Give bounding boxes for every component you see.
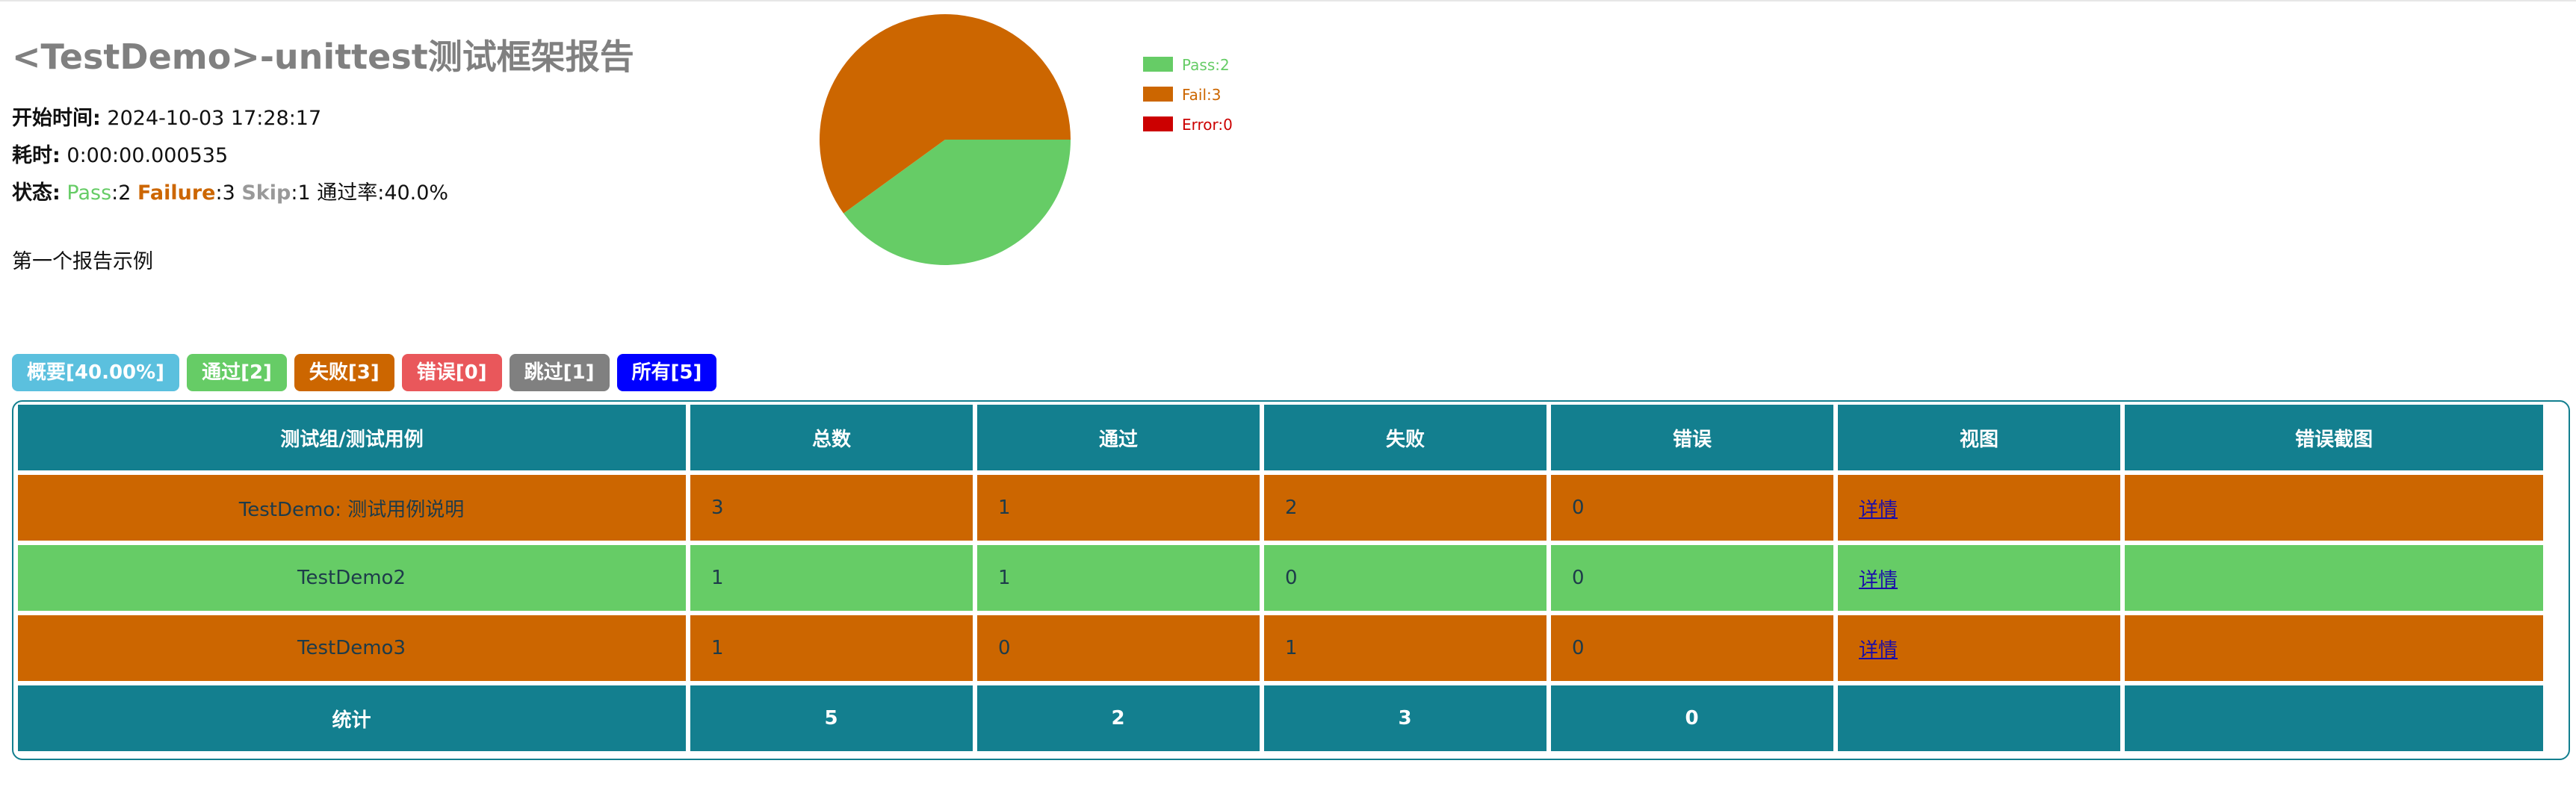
filter-skip-button[interactable]: 跳过[1] (509, 354, 610, 391)
cell-error: 0 (1551, 615, 1833, 681)
cell-fail: 1 (1264, 615, 1546, 681)
status-fail-label: Failure (137, 181, 216, 205)
total-cell-group: 统计 (18, 685, 686, 751)
detail-link[interactable]: 详情 (1859, 568, 1898, 591)
pie-slice-pass (843, 140, 1071, 266)
cell-fail: 2 (1264, 475, 1546, 541)
table-total-row: 统计 5 2 3 0 (18, 685, 2543, 751)
cell-error: 0 (1551, 545, 1833, 611)
cell-group: TestDemo3 (18, 615, 686, 681)
result-table-container: 测试组/测试用例 总数 通过 失败 错误 视图 错误截图 TestDemo: 测试用例说明 3… (12, 400, 2570, 760)
duration-label: 耗时: (12, 144, 61, 167)
cell-group: TestDemo: 测试用例说明 (18, 475, 686, 541)
cell-total: 3 (690, 475, 973, 541)
header-view: 视图 (1838, 405, 2120, 470)
total-cell-screenshot (2125, 685, 2543, 751)
cell-pass: 1 (977, 545, 1260, 611)
total-cell-fail: 3 (1264, 685, 1546, 751)
result-pie-chart (820, 14, 1071, 266)
filter-all-button[interactable]: 所有[5] (616, 354, 717, 391)
header-fail: 失败 (1264, 405, 1546, 470)
cell-view: 详情 (1838, 615, 2120, 681)
status-pass-label: Pass (66, 181, 112, 205)
cell-view: 详情 (1838, 475, 2120, 541)
table-row: TestDemo: 测试用例说明 3 1 2 0 详情 (18, 475, 2543, 541)
total-cell-total: 5 (690, 685, 973, 751)
report-title: <TestDemo>-unittest测试框架报告 (12, 37, 634, 77)
start-time-label: 开始时间: (12, 107, 101, 130)
pass-rate: 通过率:40.0% (317, 181, 449, 205)
pie-slice-fail (820, 14, 1071, 214)
start-time-line: 开始时间: 2024-10-03 17:28:17 (12, 102, 321, 131)
legend-swatch (1143, 116, 1173, 131)
header-total: 总数 (690, 405, 973, 470)
legend-swatch (1143, 57, 1173, 72)
status-pass-value: :2 (111, 181, 131, 205)
header-screenshot: 错误截图 (2125, 405, 2543, 470)
total-cell-pass: 2 (977, 685, 1260, 751)
result-table: 测试组/测试用例 总数 通过 失败 错误 视图 错误截图 TestDemo: 测试用例说明 3… (13, 400, 2548, 756)
header-group: 测试组/测试用例 (18, 405, 686, 470)
total-cell-view (1838, 685, 2120, 751)
status-skip-value: :1 (291, 181, 311, 205)
filter-summary-button[interactable]: 概要[40.00%] (12, 354, 180, 391)
filter-pass-button[interactable]: 通过[2] (187, 354, 287, 391)
status-label: 状态: (12, 181, 61, 205)
duration-line: 耗时: 0:00:00.000535 (12, 139, 228, 168)
start-time-value: 2024-10-03 17:28:17 (107, 107, 322, 130)
status-fail-value: :3 (215, 181, 235, 205)
detail-link[interactable]: 详情 (1859, 638, 1898, 662)
cell-pass: 0 (977, 615, 1260, 681)
legend-label: Pass:2 (1182, 56, 1230, 74)
table-row: TestDemo3 1 0 1 0 详情 (18, 615, 2543, 681)
cell-group: TestDemo2 (18, 545, 686, 611)
legend-swatch (1143, 87, 1173, 102)
cell-total: 1 (690, 545, 973, 611)
table-header-row: 测试组/测试用例 总数 通过 失败 错误 视图 错误截图 (18, 405, 2543, 470)
cell-error: 0 (1551, 475, 1833, 541)
header-error: 错误 (1551, 405, 1833, 470)
detail-link[interactable]: 详情 (1859, 498, 1898, 521)
cell-screenshot (2125, 615, 2543, 681)
table-row: TestDemo2 1 1 0 0 详情 (18, 545, 2543, 611)
legend-label: Error:0 (1182, 116, 1233, 134)
status-skip-label: Skip (241, 181, 291, 205)
cell-pass: 1 (977, 475, 1260, 541)
total-cell-error: 0 (1551, 685, 1833, 751)
header-pass: 通过 (977, 405, 1260, 470)
cell-screenshot (2125, 475, 2543, 541)
cell-view: 详情 (1838, 545, 2120, 611)
duration-value: 0:00:00.000535 (66, 144, 229, 167)
filter-fail-button[interactable]: 失败[3] (294, 354, 394, 391)
filter-error-button[interactable]: 错误[0] (401, 354, 502, 391)
cell-total: 1 (690, 615, 973, 681)
legend-label: Fail:3 (1182, 86, 1222, 104)
report-description: 第一个报告示例 (12, 250, 153, 273)
cell-fail: 0 (1264, 545, 1546, 611)
cell-screenshot (2125, 545, 2543, 611)
status-line: 状态: Pass:2 Failure:3 Skip:1 通过率:40.0% (12, 176, 448, 205)
filter-buttons: 概要[40.00%] 通过[2] 失败[3] 错误[0] 跳过[1] 所有[5] (12, 354, 717, 391)
top-divider (0, 0, 2576, 1)
